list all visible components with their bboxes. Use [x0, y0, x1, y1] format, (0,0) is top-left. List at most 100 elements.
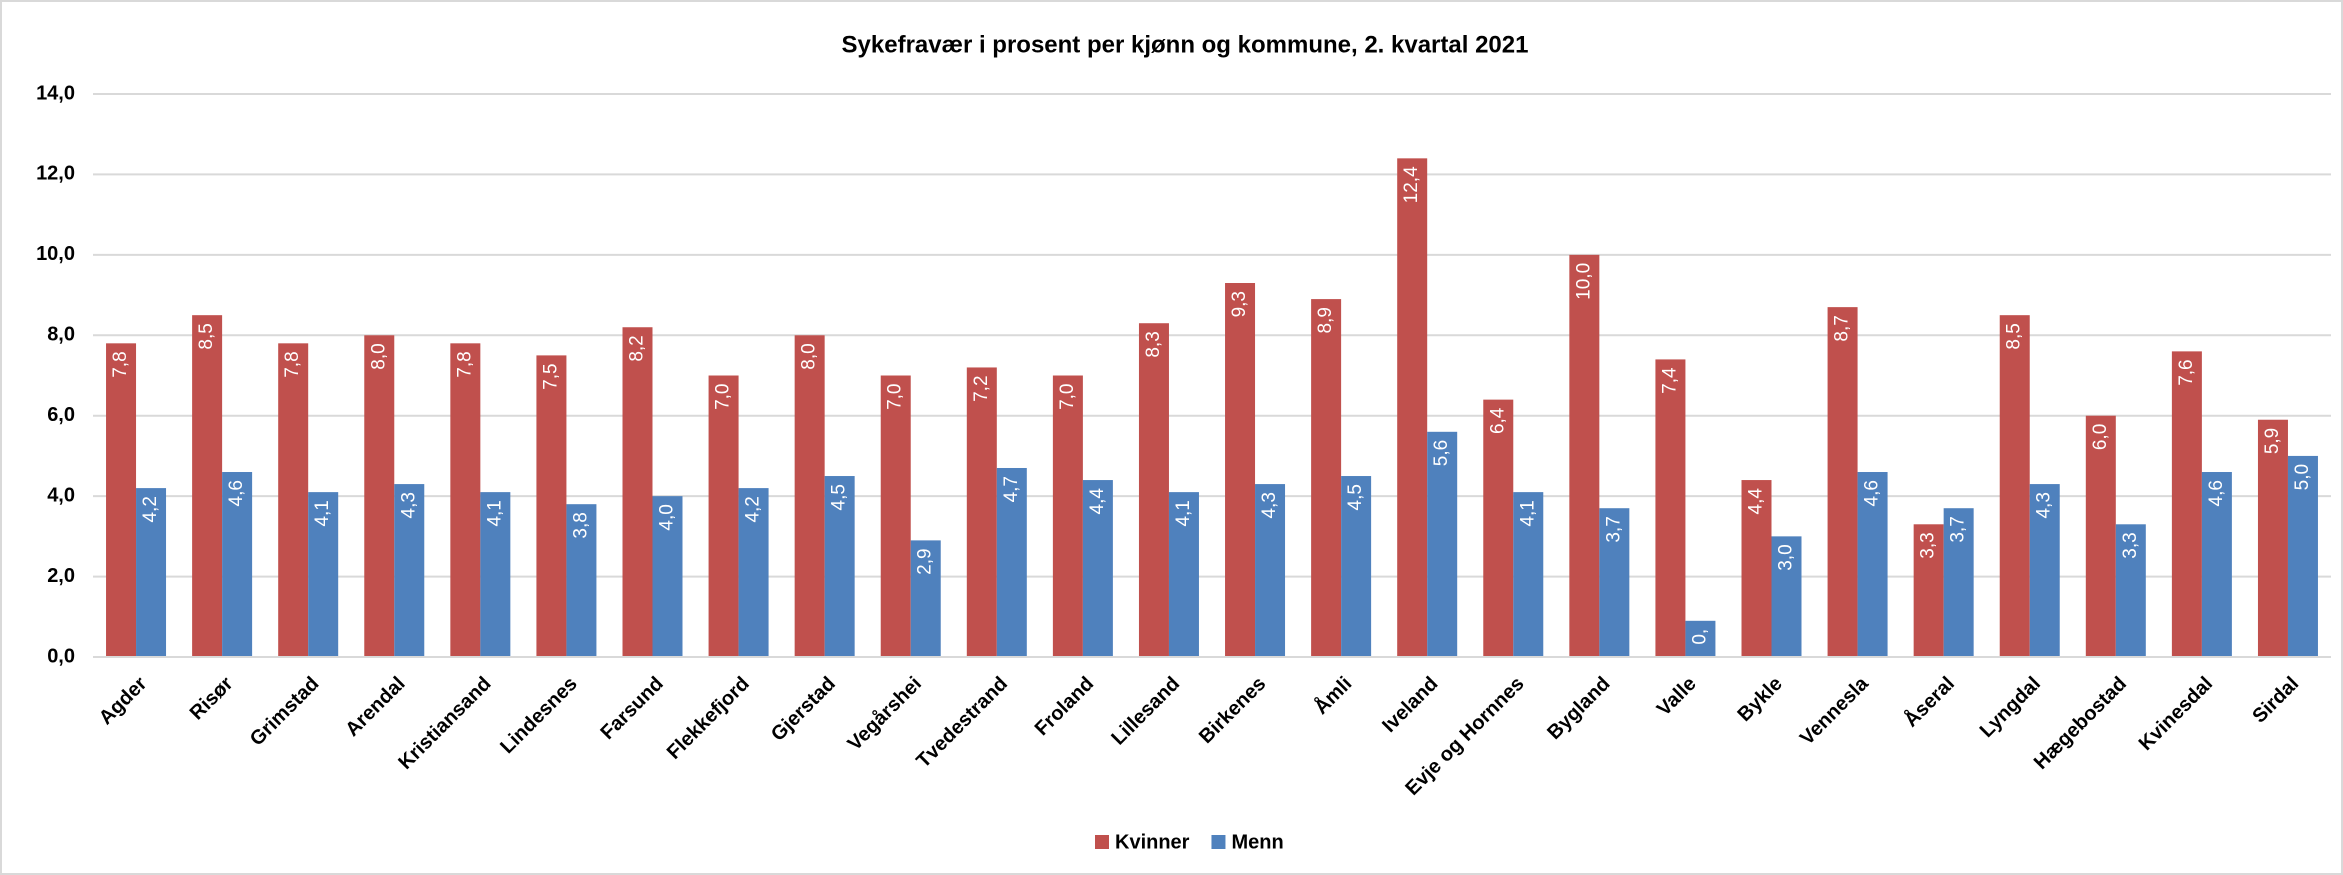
bar — [2115, 524, 2146, 657]
bar — [1427, 431, 1458, 657]
bar — [480, 492, 511, 657]
value-label: 4,1 — [1517, 500, 1538, 526]
bar — [738, 488, 769, 657]
bar — [1483, 399, 1514, 657]
y-tick-label: 4,0 — [47, 484, 75, 506]
bar — [880, 375, 911, 657]
value-label: 5,0 — [2292, 464, 2313, 490]
bar — [966, 367, 997, 657]
bar — [106, 343, 137, 657]
bar — [2171, 351, 2202, 657]
bar — [566, 504, 597, 657]
value-label: 0, — [1689, 629, 1710, 645]
bar — [222, 472, 253, 657]
value-label: 6,4 — [1487, 407, 1508, 434]
value-label: 4,7 — [1001, 476, 1022, 502]
bar — [1225, 283, 1256, 657]
value-label: 8,0 — [799, 343, 820, 369]
y-tick-label: 14,0 — [36, 82, 75, 104]
bar — [1052, 375, 1083, 657]
bar — [1771, 536, 1802, 657]
value-label: 4,0 — [657, 504, 678, 530]
value-label: 8,3 — [1143, 331, 1164, 357]
value-label: 8,0 — [368, 343, 389, 369]
value-label: 4,1 — [312, 500, 333, 526]
bar — [2085, 415, 2116, 657]
value-label: 7,0 — [713, 384, 734, 410]
legend-swatch — [1095, 835, 1109, 849]
value-label: 10,0 — [1573, 263, 1594, 300]
bar — [1082, 480, 1113, 657]
bar — [1913, 524, 1944, 657]
bar — [1138, 323, 1169, 657]
bar — [1827, 307, 1858, 657]
value-label: 2,9 — [915, 548, 936, 574]
value-label: 4,1 — [484, 500, 505, 526]
value-label: 3,3 — [2120, 532, 2141, 558]
value-label: 7,0 — [885, 384, 906, 410]
y-tick-label: 8,0 — [47, 324, 75, 346]
value-label: 8,5 — [2004, 323, 2025, 349]
value-label: 3,3 — [1918, 532, 1939, 558]
value-label: 4,6 — [1862, 480, 1883, 506]
bar — [1741, 480, 1772, 657]
value-label: 7,8 — [454, 351, 475, 377]
bar — [536, 355, 567, 657]
value-label: 3,0 — [1776, 544, 1797, 570]
bar — [1655, 359, 1686, 657]
bar — [2201, 472, 2232, 657]
bar — [2029, 484, 2060, 657]
bar — [708, 375, 739, 657]
y-tick-label: 2,0 — [47, 565, 75, 587]
value-label: 9,3 — [1229, 291, 1250, 317]
value-label: 4,5 — [1345, 484, 1366, 510]
y-tick-label: 6,0 — [47, 404, 75, 426]
value-label: 7,8 — [282, 351, 303, 377]
bar — [278, 343, 309, 657]
legend-label: Menn — [1231, 831, 1283, 853]
value-label: 12,4 — [1401, 166, 1422, 203]
value-label: 4,5 — [829, 484, 850, 510]
bar — [996, 467, 1027, 657]
bar — [136, 488, 167, 657]
y-tick-label: 12,0 — [36, 163, 75, 185]
bar — [1943, 508, 1974, 657]
bar — [192, 315, 223, 657]
value-label: 8,9 — [1315, 307, 1336, 333]
value-label: 4,3 — [398, 492, 419, 518]
value-label: 7,2 — [971, 375, 992, 401]
value-label: 4,1 — [1173, 500, 1194, 526]
bar — [1999, 315, 2030, 657]
value-label: 4,4 — [1746, 488, 1767, 515]
bar — [1857, 472, 1888, 657]
bar — [1513, 492, 1544, 657]
bar — [1599, 508, 1630, 657]
value-label: 3,7 — [1948, 516, 1969, 542]
value-label: 8,5 — [196, 323, 217, 349]
bar — [794, 335, 825, 657]
bar — [2287, 455, 2318, 657]
bar — [308, 492, 339, 657]
bar — [1569, 254, 1600, 657]
bar — [1255, 484, 1286, 657]
bar — [364, 335, 395, 657]
chart-title: Sykefravær i prosent per kjønn og kommun… — [842, 31, 1529, 58]
bar — [450, 343, 481, 657]
value-label: 7,5 — [540, 363, 561, 389]
value-label: 7,0 — [1057, 384, 1078, 410]
bar — [1397, 158, 1428, 658]
value-label: 4,4 — [1087, 488, 1108, 515]
bar — [1685, 620, 1716, 657]
value-label: 4,3 — [2034, 492, 2055, 518]
legend-label: Kvinner — [1115, 831, 1190, 853]
value-label: 3,7 — [1603, 516, 1624, 542]
y-tick-label: 0,0 — [47, 645, 75, 667]
value-label: 8,7 — [1832, 315, 1853, 341]
value-label: 7,8 — [110, 351, 131, 377]
value-label: 7,4 — [1659, 367, 1680, 394]
value-label: 7,6 — [2176, 359, 2197, 385]
bar — [622, 327, 653, 657]
bar — [824, 476, 855, 657]
